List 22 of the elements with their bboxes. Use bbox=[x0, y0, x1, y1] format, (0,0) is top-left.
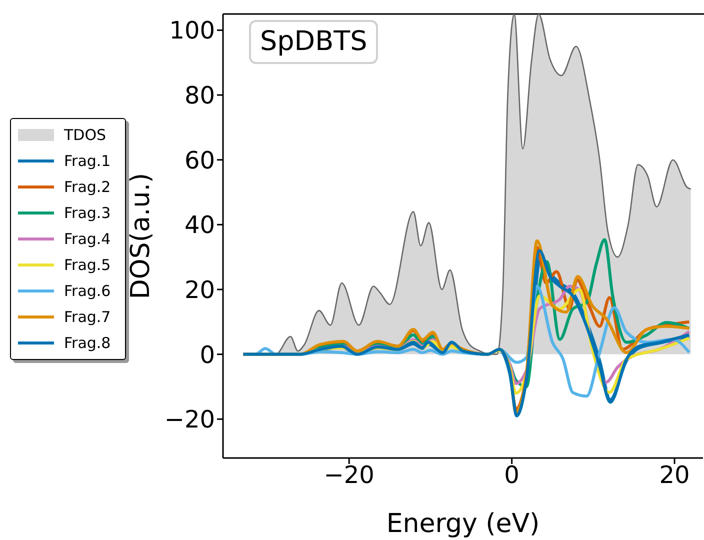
legend-label: Frag.6 bbox=[64, 282, 111, 300]
x-tick-label: 0 bbox=[504, 461, 520, 490]
legend-label: Frag.5 bbox=[64, 256, 111, 274]
x-tick-label: −20 bbox=[324, 461, 374, 490]
x-tick-label: 20 bbox=[659, 461, 690, 490]
legend-label: TDOS bbox=[64, 126, 106, 144]
text: SpDBTS bbox=[249, 20, 378, 64]
y-tick-label: 100 bbox=[169, 16, 215, 45]
y-tick-label: 20 bbox=[184, 276, 215, 304]
y-tick-label: 0 bbox=[200, 340, 215, 369]
legend-label: Frag.2 bbox=[64, 178, 111, 196]
legend-label: Frag.1 bbox=[64, 152, 111, 170]
legend-label: Frag.4 bbox=[64, 230, 111, 248]
legend-label: Frag.7 bbox=[64, 308, 111, 326]
y-axis-title: DOS(a.u.) bbox=[126, 172, 156, 300]
legend-label: Frag.8 bbox=[64, 334, 111, 352]
y-tick-label: 60 bbox=[184, 146, 215, 174]
x-axis-title: Energy (eV) bbox=[386, 509, 540, 539]
y-tick-label: 80 bbox=[184, 82, 215, 110]
y-tick-label: −20 bbox=[164, 406, 215, 434]
y-tick-label: 40 bbox=[184, 211, 215, 240]
legend-label: Frag.3 bbox=[64, 204, 111, 222]
